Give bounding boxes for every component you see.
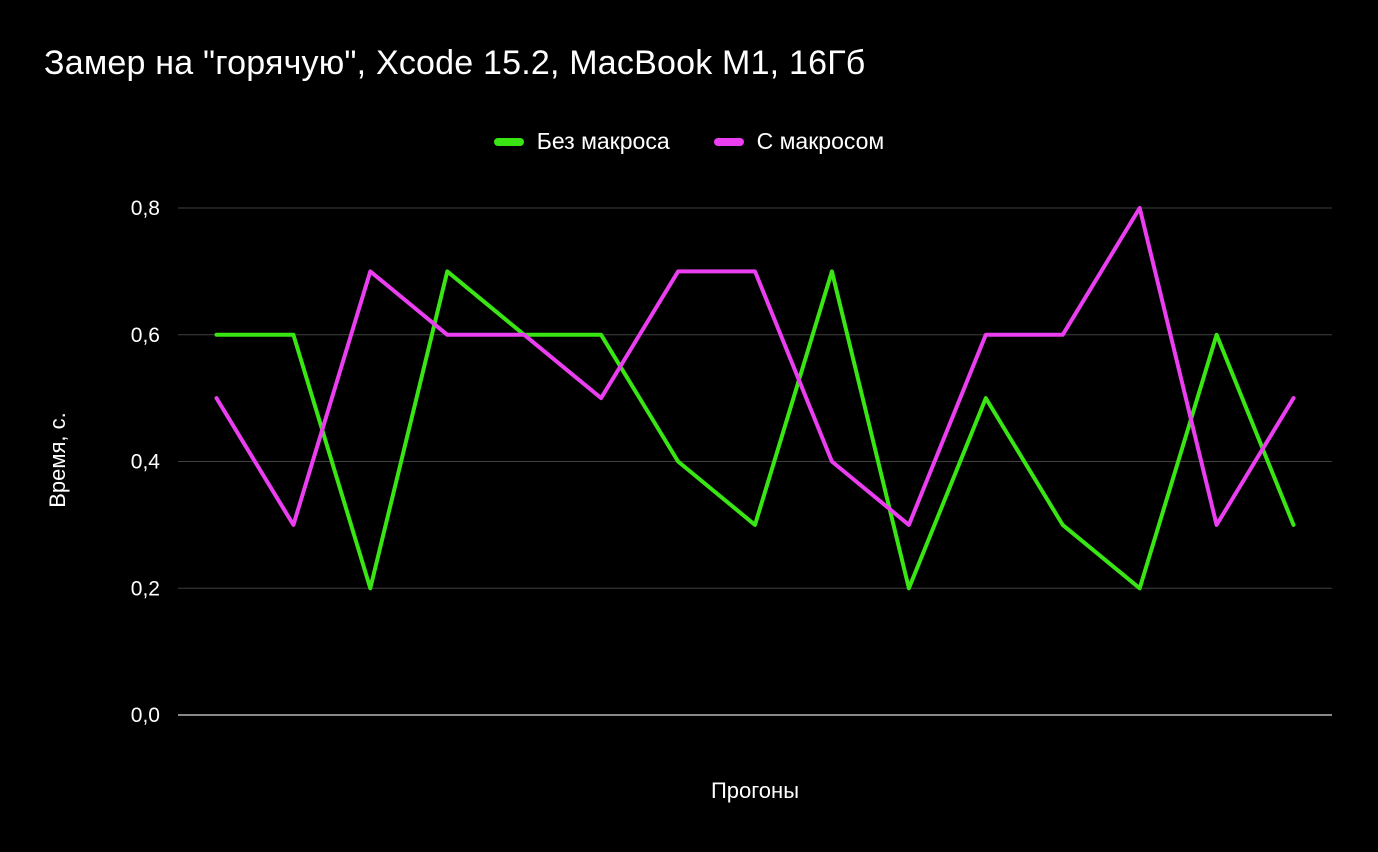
x-axis-title: Прогоны bbox=[710, 778, 800, 803]
y-tick-label: 0,4 bbox=[131, 451, 161, 474]
legend-item-bez-makrosa: Без макроса bbox=[493, 128, 670, 155]
y-axis-title: Время, с. bbox=[45, 412, 70, 508]
series-line-1 bbox=[214, 206, 1296, 527]
legend-label-bez-makrosa: Без макроса bbox=[536, 128, 670, 154]
y-tick-label: 0,2 bbox=[131, 577, 160, 600]
chart-title: Замер на "горячую", Xcode 15.2, MacBook … bbox=[44, 44, 866, 82]
legend-swatch-s-makrosom bbox=[713, 137, 744, 146]
legend-swatch-bez-makrosa bbox=[493, 137, 524, 146]
y-tick-label: 0,0 bbox=[131, 704, 160, 727]
series-line-0 bbox=[214, 269, 1296, 591]
legend-label-s-makrosom: С макросом bbox=[756, 128, 885, 154]
y-tick-label: 0,6 bbox=[131, 324, 160, 347]
y-tick-label: 0,8 bbox=[131, 197, 160, 220]
legend: Без макроса С макросом bbox=[0, 128, 1378, 155]
legend-item-s-makrosom: С макросом bbox=[713, 128, 885, 155]
